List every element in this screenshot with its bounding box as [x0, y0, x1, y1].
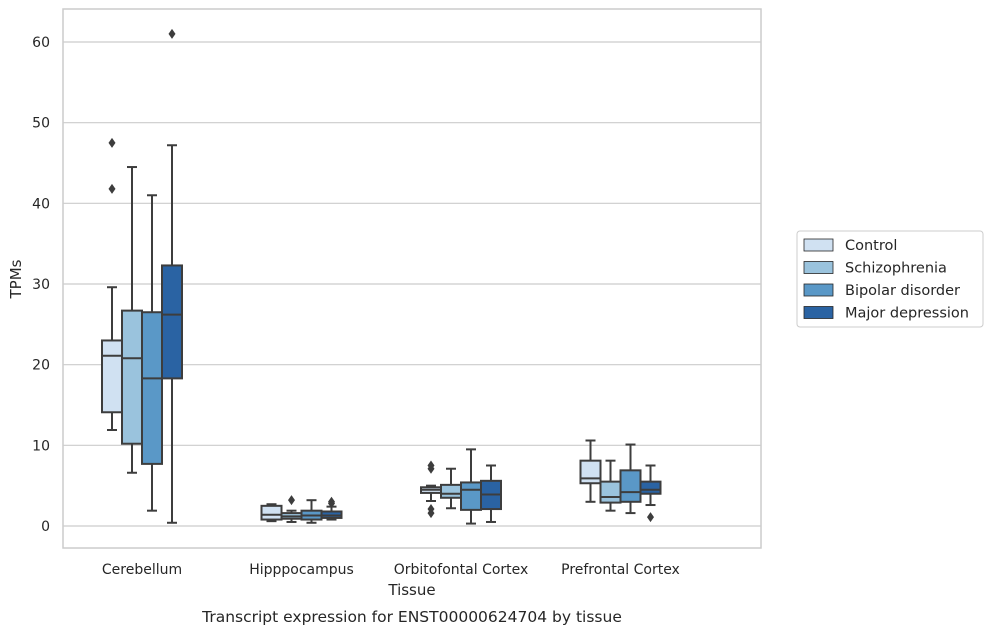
iqr-box: [101, 339, 123, 414]
box-0-2: [420, 460, 442, 519]
legend: Control Schizophrenia Bipolar disorder Majo…: [796, 230, 984, 328]
y-tick-label: 60: [32, 35, 50, 51]
x-tick-label: Hipppocampus: [249, 562, 354, 578]
legend-label: Control: [845, 238, 897, 254]
y-tick-label: 10: [32, 438, 50, 454]
x-axis-label: Tissue: [387, 581, 435, 599]
box-1-1: [280, 495, 303, 523]
box-1-0: [121, 166, 143, 474]
x-tick-label: Prefrontal Cortex: [561, 562, 680, 578]
iqr-box: [121, 309, 143, 445]
outlier-point: [168, 28, 176, 39]
x-tick-label: Cerebellum: [102, 562, 182, 578]
legend-frame: [796, 230, 984, 328]
box-3-2: [480, 464, 502, 523]
outlier-point: [328, 496, 335, 507]
box-2-3: [619, 443, 642, 515]
legend-label: Bipolar disorder: [845, 283, 960, 299]
y-tick-label: 20: [32, 358, 50, 374]
box-3-1: [320, 496, 343, 521]
box-1-3: [599, 459, 622, 512]
box-0-0: [101, 137, 123, 432]
legend-label: Major depression: [845, 306, 969, 322]
box-0-1: [260, 503, 283, 523]
legend-swatch: [803, 283, 834, 297]
iqr-box: [599, 480, 622, 504]
x-tick-label: Orbitofontal Cortex: [394, 562, 529, 578]
y-tick-label: 30: [32, 277, 50, 293]
box-plots: [101, 28, 662, 525]
iqr-box: [260, 504, 283, 521]
outlier-point: [427, 504, 435, 515]
outlier-point: [108, 137, 116, 148]
outlier-point: [288, 495, 295, 506]
y-tick-label: 50: [32, 116, 50, 132]
legend-swatch: [803, 238, 834, 252]
chart-caption: Transcript expression for ENST0000062470…: [201, 608, 622, 626]
outlier-point: [647, 512, 654, 523]
y-tick-label: 0: [41, 519, 50, 535]
y-tick-labels: 0 10 20 30 40 50 60: [32, 35, 50, 535]
legend-swatch: [803, 306, 834, 319]
box-2-0: [141, 194, 163, 512]
x-tick-labels: Cerebellum Hipppocampus Orbitofontal Corte…: [102, 562, 680, 578]
box-2-2: [460, 448, 482, 525]
y-axis-label: TPMs: [7, 259, 25, 299]
box-0-3: [579, 439, 602, 503]
plot-frame: [62, 8, 762, 549]
box-3-0: [161, 28, 183, 524]
iqr-box: [141, 311, 163, 465]
outlier-point: [108, 183, 116, 194]
iqr-box: [161, 264, 183, 380]
iqr-box: [460, 481, 482, 511]
box-2-1: [300, 499, 323, 524]
iqr-box: [579, 459, 602, 485]
legend-label: Schizophrenia: [845, 261, 947, 277]
iqr-box: [440, 483, 462, 499]
box-1-2: [440, 467, 462, 510]
iqr-box: [639, 480, 662, 495]
box-3-3: [639, 464, 662, 523]
outlier-point: [427, 460, 435, 471]
y-tick-label: 40: [32, 196, 50, 212]
legend-swatch: [803, 261, 834, 274]
iqr-box: [619, 469, 642, 503]
